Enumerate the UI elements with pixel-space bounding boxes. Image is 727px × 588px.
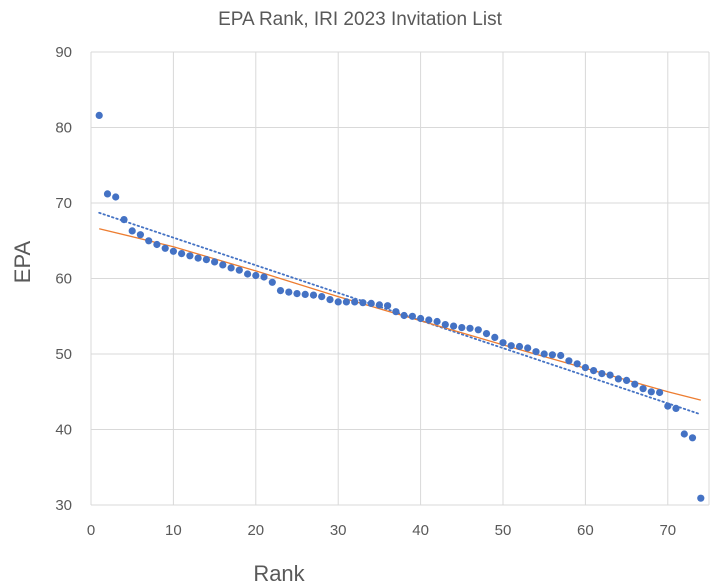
y-axis-label: EPA	[10, 240, 35, 283]
y-tick-label-2: 50	[55, 346, 72, 363]
data-point-26	[301, 290, 309, 298]
data-point-27	[309, 291, 318, 299]
data-point-66	[631, 380, 639, 388]
data-point-34	[367, 299, 375, 307]
x-tick-label-2: 20	[247, 522, 264, 539]
data-point-67	[639, 385, 647, 393]
data-point-65	[623, 376, 631, 384]
data-point-10	[169, 247, 177, 255]
x-tick-label-4: 40	[412, 522, 429, 539]
x-tick-label-5: 50	[495, 522, 512, 539]
data-point-53	[524, 344, 532, 352]
data-point-38	[400, 311, 408, 320]
data-point-15	[211, 258, 219, 266]
data-point-59	[573, 360, 581, 368]
y-tick-label-5: 80	[55, 120, 72, 137]
data-point-22	[268, 278, 276, 286]
y-tick-label-4: 70	[55, 195, 72, 212]
data-point-47	[474, 326, 482, 334]
data-point-30	[334, 298, 342, 306]
data-point-3	[112, 193, 120, 201]
data-point-45	[458, 324, 466, 332]
y-tick-label-6: 90	[55, 44, 72, 61]
data-point-1	[95, 111, 103, 119]
x-axis-label: Rank	[253, 561, 305, 586]
data-point-36	[384, 302, 392, 310]
data-point-33	[359, 299, 367, 307]
data-point-18	[235, 266, 243, 274]
tick-labels: 30 40 50 60 70 80 90 0 10 20 30 40 50 60 70	[55, 44, 676, 539]
data-point-14	[202, 256, 210, 264]
y-tick-label-1: 40	[55, 422, 72, 439]
y-tick-label-0: 30	[55, 497, 72, 514]
data-point-8	[153, 240, 161, 249]
data-point-42	[433, 317, 441, 326]
data-point-49	[491, 333, 499, 341]
data-point-39	[408, 312, 416, 320]
data-point-5	[128, 227, 136, 235]
data-point-12	[186, 252, 194, 260]
data-point-51	[507, 342, 515, 350]
data-point-48	[482, 330, 491, 338]
x-tick-label-1: 10	[165, 522, 182, 539]
data-point-29	[326, 296, 334, 304]
x-tick-label-6: 60	[577, 522, 594, 539]
data-point-44	[450, 322, 458, 330]
data-point-56	[548, 351, 557, 359]
data-point-57	[557, 351, 565, 360]
data-point-28	[318, 293, 326, 301]
data-point-19	[244, 270, 252, 278]
gridlines	[90, 51, 710, 506]
data-point-73	[688, 434, 697, 442]
data-point-69	[656, 388, 664, 397]
data-point-21	[260, 273, 268, 281]
data-point-16	[219, 261, 227, 269]
data-point-46	[466, 324, 474, 332]
data-point-40	[417, 314, 425, 323]
x-tick-label-3: 30	[330, 522, 347, 539]
data-point-7	[145, 237, 153, 245]
data-point-23	[276, 287, 285, 295]
trendlines	[98, 211, 702, 416]
data-point-41	[425, 316, 433, 324]
data-point-32	[351, 298, 359, 306]
data-point-61	[590, 367, 598, 375]
data-point-60	[581, 364, 590, 372]
data-point-62	[598, 370, 606, 378]
data-point-24	[285, 288, 293, 296]
chart-title: EPA Rank, IRI 2023 Invitation List	[218, 9, 502, 30]
data-point-25	[293, 290, 301, 298]
data-point-31	[342, 298, 350, 306]
data-point-20	[252, 271, 260, 280]
x-tick-label-7: 70	[659, 522, 676, 539]
data-point-68	[647, 388, 655, 396]
data-point-54	[532, 348, 540, 356]
data-point-63	[606, 371, 614, 379]
data-point-70	[664, 402, 672, 410]
data-point-50	[499, 339, 507, 347]
data-point-43	[441, 321, 449, 329]
data-point-2	[103, 190, 112, 198]
data-point-17	[227, 264, 235, 272]
data-point-4	[120, 216, 128, 224]
data-point-35	[375, 301, 383, 309]
data-point-58	[565, 357, 573, 365]
data-point-6	[136, 231, 144, 239]
data-point-11	[178, 250, 186, 258]
data-point-52	[515, 342, 524, 351]
y-tick-label-3: 60	[55, 271, 72, 288]
data-point-72	[680, 430, 688, 438]
x-tick-label-0: 0	[87, 522, 95, 539]
data-point-55	[540, 350, 548, 358]
data-points	[95, 111, 705, 502]
data-point-9	[161, 244, 169, 252]
data-point-13	[194, 254, 202, 262]
data-point-64	[614, 375, 623, 383]
data-point-37	[392, 308, 400, 316]
linear-trendline	[98, 211, 702, 416]
data-point-74	[697, 494, 705, 502]
data-point-71	[672, 404, 680, 412]
